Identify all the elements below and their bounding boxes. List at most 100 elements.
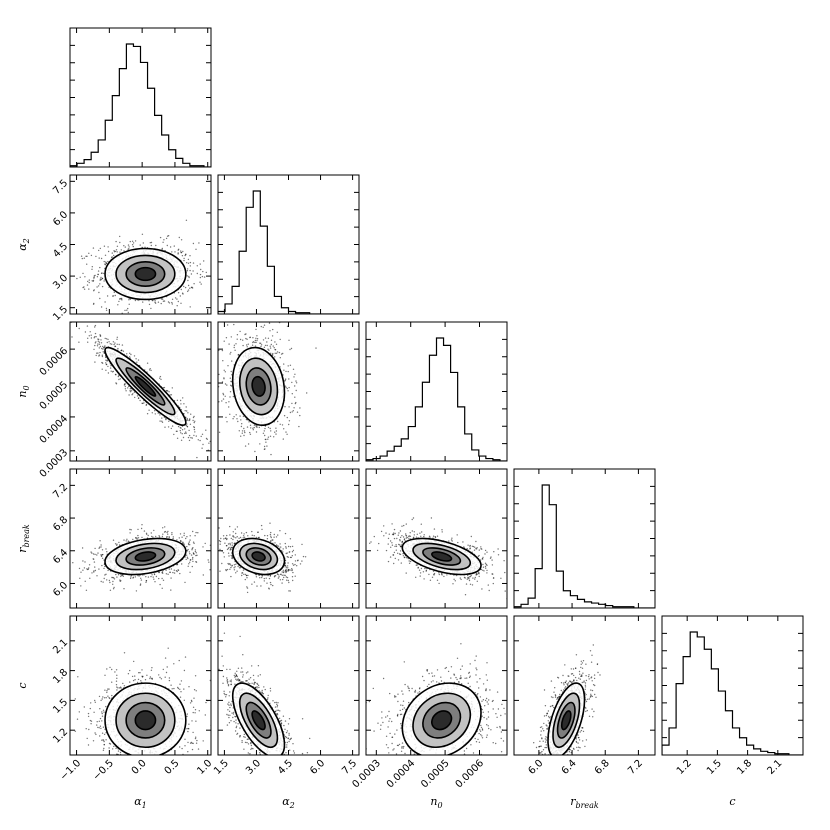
scatter-point <box>98 354 101 356</box>
scatter-point <box>114 294 117 297</box>
scatter-point <box>154 581 156 583</box>
scatter-point <box>205 437 208 440</box>
scatter-point <box>186 417 188 420</box>
scatter-point <box>199 273 202 276</box>
scatter-point <box>90 551 92 553</box>
scatter-point <box>270 352 272 354</box>
scatter-point <box>227 365 229 367</box>
scatter-point <box>188 563 190 565</box>
scatter-point <box>288 590 290 592</box>
scatter-point <box>107 372 110 374</box>
scatter-point <box>108 579 111 582</box>
scatter-point <box>128 299 130 301</box>
scatter-point <box>103 346 105 349</box>
scatter-point <box>104 263 106 265</box>
scatter-point <box>103 577 105 580</box>
scatter-point <box>221 381 224 383</box>
scatter-point <box>218 373 220 376</box>
scatter-point <box>181 433 183 435</box>
scatter-point <box>271 335 274 337</box>
scatter-point <box>127 248 129 250</box>
scatter-point <box>129 240 131 243</box>
scatter-point <box>249 424 252 426</box>
scatter-point <box>79 276 81 278</box>
scatter-point <box>286 416 288 419</box>
scatter-point <box>94 569 97 572</box>
scatter-point <box>106 360 108 362</box>
scatter-point <box>176 298 178 300</box>
scatter-point <box>124 383 126 385</box>
scatter-point <box>180 250 182 252</box>
scatter-point <box>239 536 242 539</box>
scatter-point <box>111 256 113 259</box>
scatter-point <box>275 352 278 354</box>
scatter-point <box>146 362 149 364</box>
scatter-point <box>242 339 244 341</box>
scatter-point <box>140 527 143 530</box>
scatter-point <box>131 394 133 396</box>
scatter-point <box>233 323 235 326</box>
scatter-point <box>275 343 278 345</box>
scatter-point <box>84 276 86 278</box>
panel-n0-vs-n0 <box>365 321 508 462</box>
scatter-point <box>264 337 267 339</box>
scatter-point <box>195 248 197 250</box>
scatter-point <box>87 337 89 339</box>
scatter-point <box>196 265 198 267</box>
scatter-point <box>137 528 139 531</box>
scatter-point <box>209 370 210 371</box>
scatter-point <box>147 576 150 578</box>
scatter-point <box>207 559 209 561</box>
scatter-point <box>270 453 272 456</box>
scatter-point <box>112 295 115 297</box>
scatter-point <box>229 377 231 379</box>
scatter-point <box>183 403 185 405</box>
scatter-point <box>315 347 317 349</box>
scatter-point <box>118 343 120 346</box>
scatter-point <box>101 272 103 274</box>
scatter-point <box>203 260 205 262</box>
scatter-point <box>103 280 105 282</box>
scatter-point <box>222 392 224 395</box>
scatter-point <box>129 391 132 393</box>
scatter-point <box>197 439 199 441</box>
scatter-point <box>112 539 115 541</box>
scatter-point <box>276 351 279 353</box>
scatter-point <box>279 530 281 532</box>
scatter-point <box>113 251 116 253</box>
scatter-point <box>138 299 140 302</box>
scatter-point <box>189 561 191 563</box>
scatter-point <box>100 257 103 260</box>
scatter-point <box>124 246 127 248</box>
scatter-point <box>109 367 112 369</box>
scatter-point <box>254 341 256 344</box>
scatter-point <box>176 399 179 401</box>
scatter-point <box>114 543 117 545</box>
scatter-point <box>128 356 131 358</box>
scatter-point <box>171 532 173 534</box>
scatter-point <box>190 413 192 415</box>
scatter-point <box>84 331 87 333</box>
scatter-point <box>235 414 237 416</box>
scatter-point <box>167 573 169 575</box>
scatter-point <box>129 532 131 534</box>
scatter-point <box>90 337 93 339</box>
scatter-point <box>176 305 178 307</box>
scatter-point <box>192 541 195 543</box>
scatter-point <box>205 271 207 274</box>
scatter-point <box>45 266 46 267</box>
scatter-point <box>112 583 114 585</box>
scatter-point <box>171 533 173 536</box>
scatter-point <box>128 394 130 396</box>
scatter-point <box>86 255 88 257</box>
scatter-point <box>222 394 225 396</box>
scatter-point <box>177 425 180 428</box>
scatter-point <box>100 580 102 583</box>
scatter-point <box>121 344 124 346</box>
scatter-point <box>280 353 283 355</box>
scatter-point <box>132 242 135 244</box>
scatter-point <box>288 406 290 408</box>
scatter-point <box>103 567 105 570</box>
scatter-point <box>179 430 181 432</box>
scatter-point <box>233 344 236 346</box>
